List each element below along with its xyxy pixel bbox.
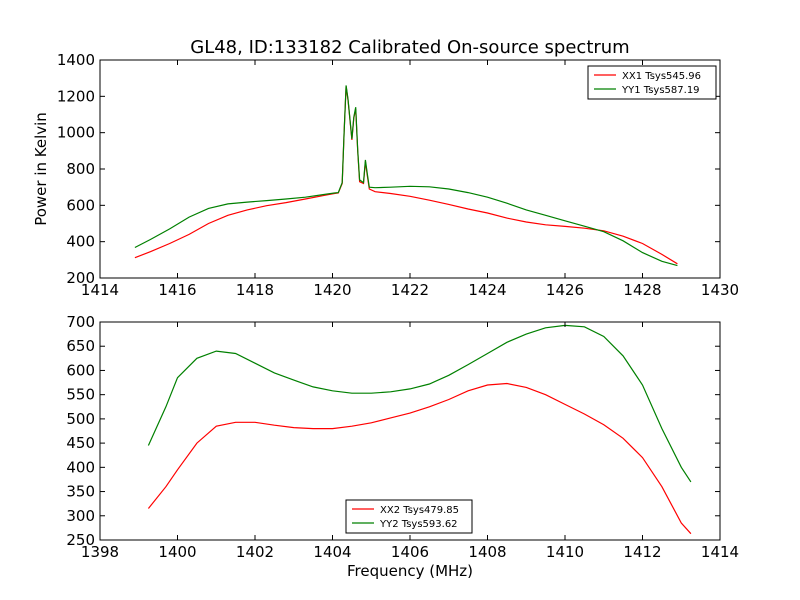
y-tick-label: 500: [66, 410, 95, 428]
series-line-yy: [147, 324, 692, 483]
legend-entry: XX2 Tsys479.85: [380, 505, 459, 516]
x-tick-label: 1420: [313, 281, 351, 299]
legend-box: [587, 65, 717, 100]
y-axis-label: Power in Kelvin: [32, 112, 50, 226]
x-tick-label: 1424: [468, 281, 506, 299]
legend-box: [345, 499, 473, 534]
bottom-panel: 1398 1400 1402 1404 1406 1408 1410 1412 1414 250 3…: [66, 313, 739, 580]
x-tick-label: 1400: [158, 543, 196, 561]
y-tick-label: 1000: [57, 124, 95, 142]
legend: XX2 Tsys479.85 YY2 Tsys593.62: [345, 499, 473, 534]
y-tick-label: 200: [66, 269, 95, 287]
chart-title: GL48, ID:133182 Calibrated On-source spe…: [190, 37, 629, 58]
y-tick-label: 400: [66, 233, 95, 251]
y-tick-label: 600: [66, 196, 95, 214]
x-tick-label: 1414: [701, 543, 739, 561]
y-tick-label: 250: [66, 531, 95, 549]
y-tick-label: 1400: [57, 51, 95, 69]
x-tick-label: 1402: [236, 543, 274, 561]
legend-entry: YY1 Tsys587.19: [621, 85, 700, 96]
series-line-yy: [134, 85, 678, 267]
x-axis-label: Frequency (MHz): [347, 562, 473, 580]
x-tick-label: 1412: [623, 543, 661, 561]
x-tick-label: 1416: [158, 281, 196, 299]
y-tick-label: 800: [66, 160, 95, 178]
y-tick-label: 350: [66, 483, 95, 501]
x-tick-label: 1428: [623, 281, 661, 299]
x-tick-label: 1414: [81, 281, 119, 299]
y-tick-label: 400: [66, 458, 95, 476]
legend-entry: YY2 Tsys593.62: [379, 519, 458, 530]
x-tick-label: 1430: [701, 281, 739, 299]
y-tick-label: 700: [66, 313, 95, 331]
x-tick-label: 1422: [391, 281, 429, 299]
series-line-xx: [147, 382, 692, 535]
x-tick-label: 1410: [546, 543, 584, 561]
y-tick-label: 450: [66, 434, 95, 452]
y-tick-label: 550: [66, 386, 95, 404]
x-tick-label: 1406: [391, 543, 429, 561]
series-line-xx: [134, 86, 678, 265]
y-tick-label: 650: [66, 337, 95, 355]
x-tick-label: 1398: [81, 543, 119, 561]
x-tick-label: 1408: [468, 543, 506, 561]
top-panel: 1414 1416 1418 1420 1422 1424 1426 1428 1430 200 4…: [32, 51, 739, 299]
y-tick-label: 300: [66, 507, 95, 525]
x-tick-label: 1404: [313, 543, 351, 561]
x-tick-label: 1426: [546, 281, 584, 299]
legend-entry: XX1 Tsys545.96: [622, 71, 701, 82]
y-tick-label: 1200: [57, 87, 95, 105]
x-tick-label: 1418: [236, 281, 274, 299]
legend: XX1 Tsys545.96 YY1 Tsys587.19: [587, 65, 717, 100]
y-tick-label: 600: [66, 361, 95, 379]
